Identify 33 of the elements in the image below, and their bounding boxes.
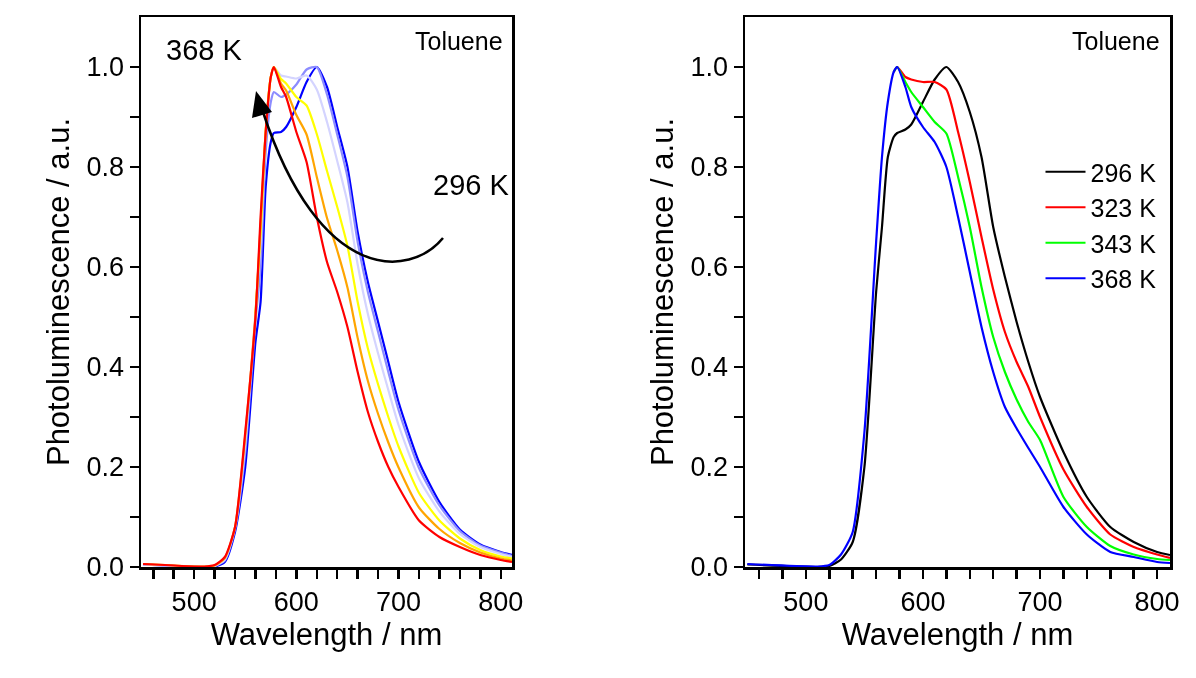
y-tick-label: 1.0: [86, 52, 125, 83]
x-axis-title: Wavelength / nm: [841, 616, 1074, 652]
x-tick-label: 800: [1134, 586, 1180, 617]
x-tick-label: 700: [376, 586, 422, 617]
annotation: Toluene: [415, 27, 503, 55]
y-tick-label: 0.4: [86, 352, 125, 383]
y-tick-label: 0.6: [690, 252, 729, 283]
y-axis-title: Photoluminescence / a.u.: [40, 117, 76, 467]
y-tick-label: 1.0: [690, 52, 729, 83]
y-tick-label: 0.8: [690, 152, 729, 183]
y-tick-label: 0.0: [690, 552, 729, 583]
annotation: 296 K: [433, 169, 510, 201]
x-axis-title: Wavelength / nm: [210, 616, 443, 652]
line-series: [141, 65, 512, 567]
y-tick-label: 0.2: [86, 452, 125, 483]
annotation: Toluene: [1072, 27, 1160, 55]
legend-label: 296 K: [1090, 158, 1157, 187]
x-tick-label: 700: [1017, 586, 1063, 617]
y-tick-label: 0.2: [690, 452, 729, 483]
x-tick-label: 500: [783, 586, 829, 617]
x-tick-label: 800: [478, 586, 524, 617]
y-tick-label: 0.6: [86, 252, 125, 283]
x-tick-label: 500: [171, 586, 217, 617]
y-axis-title: Photoluminescence / a.u.: [644, 117, 680, 467]
x-tick-label: 600: [900, 586, 946, 617]
y-tick-label: 0.0: [86, 552, 125, 583]
legend-label: 368 K: [1090, 265, 1157, 293]
y-tick-label: 0.4: [690, 352, 729, 383]
x-tick-label: 600: [273, 586, 319, 617]
legend-label: 323 K: [1090, 194, 1157, 222]
annotation: 368 K: [166, 34, 243, 66]
y-tick-label: 0.8: [86, 152, 125, 183]
legend-label: 343 K: [1090, 229, 1157, 258]
